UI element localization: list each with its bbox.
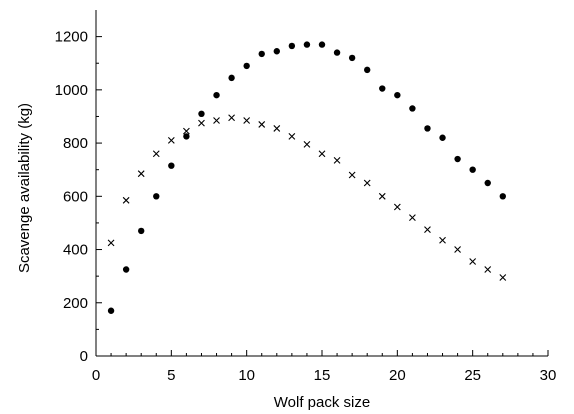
- data-point-x: [348, 171, 356, 179]
- data-point-x: [499, 274, 507, 281]
- data-point-circle: [469, 166, 476, 173]
- data-point-circle: [138, 227, 145, 235]
- data-point-circle: [258, 50, 265, 58]
- data-point-circle: [394, 91, 401, 99]
- data-point-x: [439, 236, 446, 244]
- y-tick-label: 200: [63, 295, 88, 312]
- data-point-x: [107, 239, 115, 247]
- data-point-x: [122, 196, 130, 204]
- x-tick-label: 15: [314, 367, 331, 384]
- y-tick-label: 800: [63, 135, 88, 152]
- data-point-circle: [243, 62, 250, 70]
- data-point-circle: [333, 49, 341, 56]
- data-point-x: [378, 192, 386, 200]
- data-point-x: [152, 150, 160, 158]
- y-tick-label: 1200: [55, 29, 88, 46]
- data-point-x: [318, 150, 326, 158]
- x-tick-label: 20: [389, 367, 406, 384]
- data-point-circle: [183, 133, 190, 140]
- data-point-circle: [484, 179, 491, 187]
- y-tick-label: 0: [80, 348, 88, 365]
- y-ticks: 0 200 400 600 800 1000 1200: [55, 29, 102, 365]
- x-tick-label: 5: [167, 367, 175, 384]
- data-point-x: [243, 117, 251, 124]
- axes: [95, 10, 548, 357]
- data-point-x: [424, 226, 431, 233]
- y-tick-label: 400: [63, 242, 88, 259]
- data-point-circle: [499, 193, 506, 200]
- data-point-x: [183, 127, 190, 135]
- data-point-circle: [198, 110, 205, 118]
- data-point-x: [484, 266, 492, 273]
- y-axis-title: Scavenge availability (kg): [16, 103, 33, 273]
- x-tick-label: 10: [238, 367, 255, 384]
- data-point-x: [213, 117, 220, 124]
- data-point-x: [288, 133, 296, 140]
- data-point-circle: [318, 41, 326, 48]
- data-point-x: [409, 214, 416, 221]
- data-point-x: [198, 119, 205, 127]
- x-tick-label: 25: [464, 367, 481, 384]
- data-point-circle: [228, 74, 235, 82]
- data-point-x: [258, 121, 266, 128]
- series-layer: [107, 41, 507, 314]
- data-point-x: [137, 170, 145, 178]
- data-point-circle: [122, 266, 130, 273]
- data-point-circle: [168, 162, 175, 169]
- data-point-x: [363, 179, 371, 187]
- data-point-x: [273, 125, 281, 132]
- data-point-x: [303, 141, 311, 148]
- data-point-x: [454, 246, 461, 253]
- data-point-circle: [439, 134, 446, 141]
- x-tick-label: 30: [540, 367, 557, 384]
- data-point-circle: [379, 85, 386, 92]
- data-point-circle: [153, 193, 160, 200]
- x-ticks: 0 5 10 15 20 25 30: [92, 350, 557, 384]
- data-point-x: [393, 203, 401, 211]
- data-point-circle: [288, 42, 296, 50]
- y-tick-label: 1000: [55, 82, 88, 99]
- data-point-circle: [454, 155, 461, 163]
- data-point-x: [228, 114, 235, 122]
- data-point-circle: [424, 125, 431, 132]
- x-axis-title: Wolf pack size: [274, 394, 370, 411]
- series-1: [107, 41, 506, 314]
- data-point-x: [469, 258, 477, 265]
- data-point-circle: [303, 41, 311, 48]
- data-point-circle: [107, 307, 115, 314]
- data-point-x: [167, 137, 175, 144]
- data-point-circle: [273, 48, 280, 55]
- x-tick-label: 0: [92, 367, 100, 384]
- data-point-circle: [348, 54, 356, 62]
- series-2: [107, 114, 507, 281]
- data-point-circle: [409, 105, 416, 112]
- y-tick-label: 600: [63, 188, 88, 205]
- data-point-circle: [213, 91, 220, 99]
- data-point-circle: [364, 66, 371, 74]
- data-point-x: [333, 156, 341, 164]
